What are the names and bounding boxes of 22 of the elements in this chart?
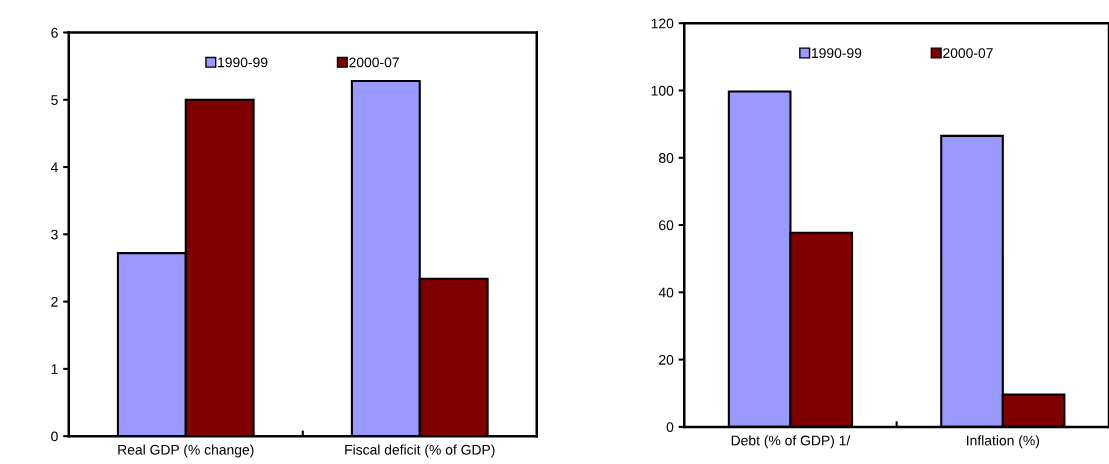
x-tick-label: Real GDP (% change) <box>118 444 254 458</box>
y-tick-label: 2 <box>51 296 58 307</box>
legend-label: 1990-99 <box>812 48 862 59</box>
y-tick-label: 20 <box>659 354 674 365</box>
y-tick-label: 60 <box>659 220 674 231</box>
x-tick-label: Debt (% of GDP) 1/ <box>731 435 851 449</box>
legend-label: 1990-99 <box>218 57 268 68</box>
y-tick-label: 120 <box>651 18 674 29</box>
legend-label: 2000-07 <box>349 57 399 68</box>
y-tick-label: 80 <box>658 153 674 163</box>
y-tick-label: 1 <box>51 364 58 374</box>
y-tick-label: 5 <box>51 95 58 105</box>
y-tick-label: 100 <box>651 85 674 96</box>
y-tick-label: 4 <box>50 162 58 173</box>
y-tick-label: 0 <box>51 431 58 442</box>
y-tick-label: 6 <box>51 27 58 38</box>
x-tick-label: Fiscal deficit (% of GDP) <box>345 444 495 458</box>
y-tick-label: 40 <box>658 287 674 298</box>
y-tick-label: 3 <box>51 229 58 240</box>
y-tick-label: 0 <box>666 422 674 433</box>
x-tick-label: Inflation (%) <box>967 435 1039 449</box>
legend-label: 2000-07 <box>943 48 993 59</box>
